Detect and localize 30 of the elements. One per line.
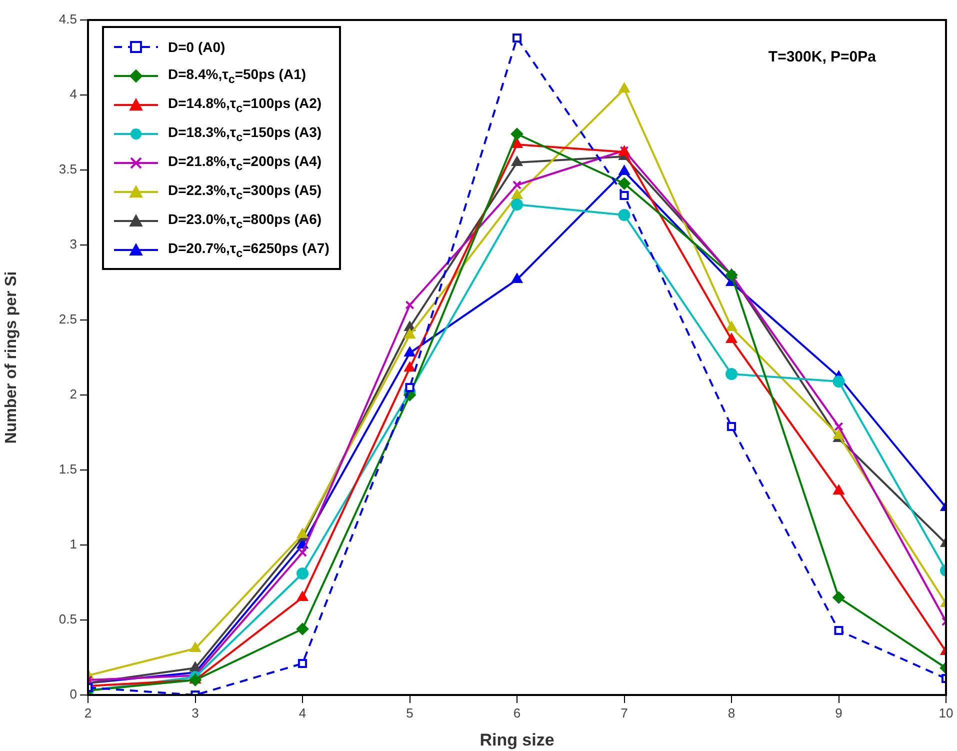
y-tick-label: 2.5 (58, 312, 77, 327)
x-tick-label: 8 (728, 705, 736, 720)
x-tick-label: 9 (835, 705, 842, 720)
x-tick-label: 5 (406, 705, 414, 720)
y-tick-label: 4 (70, 86, 77, 102)
y-tick-label: 1.5 (58, 462, 77, 477)
x-tick-label: 10 (938, 705, 954, 720)
x-axis-title: Ring size (480, 730, 554, 750)
legend-label: D=0 (A0) (168, 38, 226, 54)
y-tick-label: 1 (70, 536, 77, 552)
y-axis-title: Number of rings per Si (3, 271, 20, 444)
x-tick-label: 7 (620, 705, 628, 720)
legend-label: D=8.4%,τ$_{c}$=50ps (A1) (168, 66, 306, 86)
legend-label: D=21.8%,τ$_{c}$=200ps (A4) (168, 152, 322, 172)
y-tick-label: 3.5 (58, 162, 77, 177)
x-tick-label: 2 (84, 705, 92, 720)
legend-label: D=22.3%,τ$_{c}$=300ps (A5) (168, 182, 322, 202)
x-tick-label: 3 (192, 705, 199, 720)
y-tick-label: 3 (70, 236, 77, 252)
legend-label: D=23.0%,τ$_{c}$=800ps (A6) (168, 210, 322, 230)
y-tick-label: 2 (70, 386, 77, 402)
annotation: T=300K, P=0Pa (768, 48, 877, 66)
x-tick-label: 4 (298, 705, 306, 720)
x-tick-label: 6 (513, 705, 521, 720)
legend-label: D=14.8%,τ$_{c}$=100ps (A2) (168, 94, 322, 114)
y-tick-label: 0 (70, 686, 77, 702)
legend-label: D=18.3%,τ$_{c}$=150ps (A3) (168, 124, 322, 144)
legend-label: D=20.7%,τ$_{c}$=6250ps (A7) (168, 240, 330, 260)
y-tick-label: 0.5 (58, 612, 77, 627)
y-tick-label: 4.5 (58, 12, 77, 27)
